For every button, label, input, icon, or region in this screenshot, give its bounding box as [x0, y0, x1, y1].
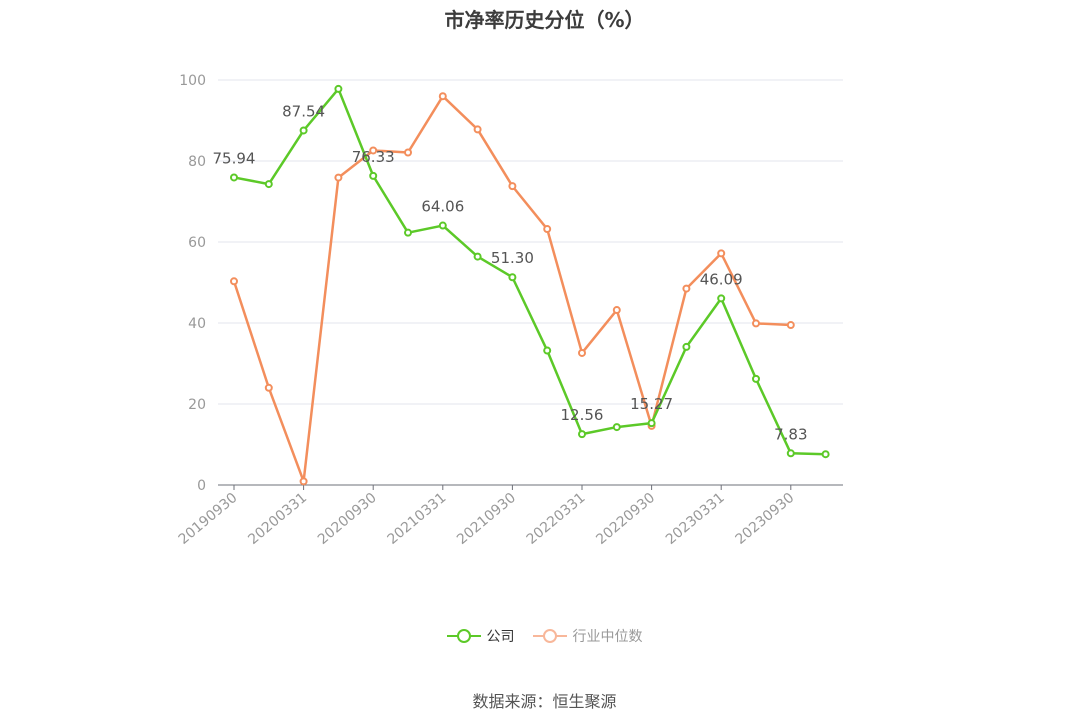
- series-0-point-20190930: [230, 173, 238, 182]
- series-1-point-20200630: [334, 173, 343, 182]
- series-1-point-20200930: [369, 146, 378, 155]
- x-tick-label-20230331: 20230331: [663, 490, 728, 548]
- y-tick-label-100: 100: [179, 73, 206, 89]
- series-0-point-20210930: [508, 273, 517, 282]
- series-1-point-20220630: [612, 306, 621, 315]
- series-1-point-20210331: [438, 92, 447, 101]
- legend-symbol-industry-median: [532, 629, 567, 643]
- series-1-point-20210630: [473, 125, 482, 134]
- x-tick-label-20210331: 20210331: [384, 490, 449, 548]
- series-1-point-20200331: [299, 477, 308, 486]
- legend-item-company[interactable]: 公司: [446, 626, 515, 646]
- series-0-point-20200930: [369, 171, 378, 180]
- y-tick-label-80: 80: [188, 154, 206, 170]
- x-tick-label-20220331: 20220331: [524, 490, 589, 548]
- legend-label-company: 公司: [486, 629, 515, 645]
- series-1-point-20191231: [264, 383, 273, 392]
- data-label-20200930: 76.33: [352, 148, 395, 166]
- series-1-point-20210930: [508, 182, 517, 191]
- x-tick-label-20200331: 20200331: [245, 490, 310, 548]
- series-0-point-20231231: [821, 450, 830, 459]
- series-0-point-20201231: [404, 228, 412, 237]
- data-label-20210930: 51.30: [491, 249, 534, 267]
- legend-item-industry-median[interactable]: 行业中位数: [532, 626, 643, 646]
- x-tick-label-20210930: 20210930: [454, 490, 519, 548]
- chart-legend: 公司 行业中位数: [0, 626, 1089, 646]
- data-label-20220331: 12.56: [561, 406, 604, 424]
- data-label-20200331: 87.54: [282, 102, 325, 120]
- data-label-20210331: 64.06: [421, 198, 464, 216]
- series-0-point-20200331: [299, 126, 308, 135]
- data-label-20230331: 46.09: [700, 270, 743, 288]
- y-tick-label-40: 40: [188, 316, 206, 332]
- series-0-point-20211231: [543, 346, 552, 355]
- series-0-point-20230930: [786, 449, 795, 458]
- x-tick-label-20230930: 20230930: [732, 490, 797, 548]
- series-1-point-20230331: [717, 249, 726, 258]
- y-tick-label-20: 20: [188, 397, 206, 413]
- series-line-0: [233, 87, 826, 456]
- y-tick-label-0: 0: [197, 478, 206, 494]
- series-0-point-20220630: [612, 423, 621, 432]
- series-0-point-20230630: [752, 374, 760, 383]
- series-1-point-20230930: [786, 321, 795, 330]
- x-tick-label-20220930: 20220930: [593, 490, 658, 548]
- data-label-20190930: 75.94: [213, 149, 256, 167]
- series-1-point-20211231: [543, 225, 552, 234]
- series-0-point-20191231: [264, 180, 273, 189]
- x-tick-label-20190930: 20190930: [176, 490, 241, 548]
- chart-title: 市净率历史分位（%）: [444, 8, 645, 32]
- y-tick-label-60: 60: [188, 235, 206, 251]
- series-0-point-20220930: [647, 419, 656, 428]
- data-label-20230930: 7.83: [774, 425, 807, 443]
- series-0-point-20210630: [473, 252, 482, 261]
- data-source: 数据来源：恒生聚源: [472, 692, 617, 711]
- legend-label-industry-median: 行业中位数: [572, 629, 643, 645]
- series-0-point-20220331: [578, 430, 586, 439]
- series-1-point-20221231: [682, 284, 691, 293]
- series-0-point-20200630: [334, 84, 343, 93]
- series-1-point-20201231: [404, 148, 412, 157]
- series-1-point-20190930: [230, 277, 238, 286]
- series-1-point-20230630: [752, 319, 760, 328]
- legend-symbol-company: [446, 629, 481, 643]
- series-0-point-20221231: [682, 342, 691, 351]
- series-0-point-20210331: [438, 221, 447, 230]
- series-line-1: [232, 94, 791, 483]
- x-tick-label-20200930: 20200930: [315, 490, 380, 548]
- series-0-point-20230331: [717, 294, 726, 303]
- data-label-20220930: 15.27: [630, 395, 673, 413]
- series-1-point-20220331: [578, 348, 586, 357]
